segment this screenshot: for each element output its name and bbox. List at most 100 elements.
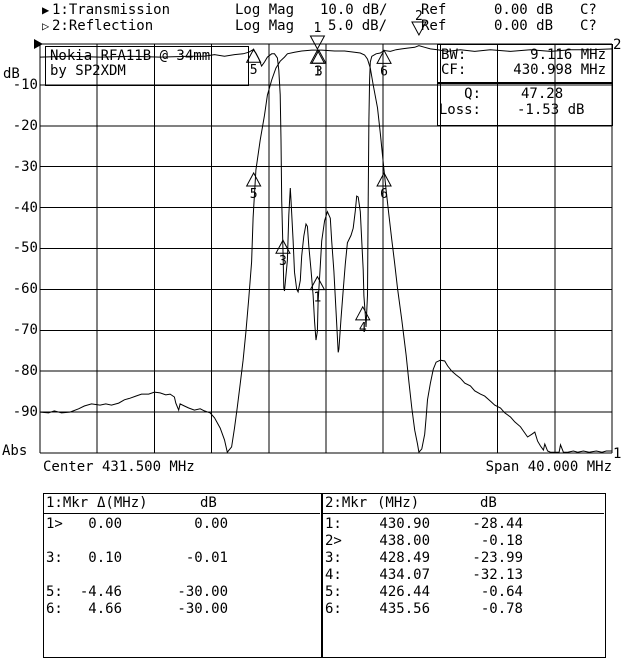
trace2-cal-status: C? <box>580 18 597 34</box>
ref-level-arrow-icon <box>34 39 43 49</box>
y-axis-unit: dB <box>3 66 20 82</box>
bw-label: BW: <box>441 47 467 63</box>
trace1-ref-value: 0.00 dB <box>494 2 554 18</box>
marker-row-db: -0.64 <box>480 584 523 600</box>
marker-row-id: 6: <box>46 601 63 617</box>
marker-3-trace2-icon <box>275 239 291 254</box>
cf-value: 430.998 MHz <box>513 62 606 78</box>
y-tick-label: -60 <box>12 281 38 297</box>
y-tick-label: -20 <box>12 118 38 134</box>
marker-3-trace1-icon <box>311 49 327 64</box>
marker-table-1-header-rule <box>44 513 320 514</box>
device-note-box <box>45 46 249 86</box>
marker-row-id: 5: <box>46 584 63 600</box>
marker-row-freq: 435.56 <box>379 601 430 617</box>
marker-row-freq: -4.46 <box>79 584 122 600</box>
trace2-scale: 5.0 dB/ <box>328 18 388 34</box>
q-label: Q: <box>464 86 481 102</box>
y-tick-label: -40 <box>12 200 38 216</box>
marker-1-trace2-icon <box>309 275 326 291</box>
marker-5-trace2-label: 5 <box>250 63 258 78</box>
bandwidth-box <box>437 44 613 84</box>
q-value: 47.28 <box>521 86 564 102</box>
y-tick-label: -90 <box>12 404 38 420</box>
loss-label: Loss: <box>438 102 481 118</box>
device-note-line1: Nokia RFA11B @ 34mm <box>50 48 211 64</box>
marker-table-2-title: 2:Mkr <box>325 495 368 511</box>
marker-table-1-col-freq: Δ(MHz) <box>97 495 148 511</box>
active-marker-1-label: 1 <box>314 21 322 36</box>
marker-table-2-col-db: dB <box>480 495 497 511</box>
trace1-cal-status: C? <box>580 2 597 18</box>
marker-row-id: 1> <box>46 516 63 532</box>
marker-3-trace1-label: 3 <box>315 64 323 79</box>
marker-row-id: 4: <box>325 567 342 583</box>
trace2-ref-label: Ref <box>421 18 447 34</box>
marker-row-db: -23.99 <box>472 550 523 566</box>
bw-value: 9.116 MHz <box>530 47 606 63</box>
trace-reflection <box>39 45 613 353</box>
y-tick-label: -50 <box>12 240 38 256</box>
q-loss-box <box>437 82 613 126</box>
marker-row-freq: 428.49 <box>379 550 430 566</box>
active-marker-2-label: 2 <box>415 9 423 24</box>
marker-1-trace2-label: 1 <box>314 291 322 306</box>
marker-6-trace1-label: 6 <box>380 187 388 202</box>
marker-5-trace1-icon <box>245 171 262 187</box>
marker-row-id: 3: <box>325 550 342 566</box>
marker-row-db: -0.78 <box>480 601 523 617</box>
active-marker-1-icon <box>309 35 326 51</box>
device-note-line2: by SP2XDM <box>50 63 126 79</box>
trace2-end-label: 2 <box>613 37 622 53</box>
marker-table-2-header-rule <box>323 513 604 514</box>
marker-4-trace2-icon <box>354 305 371 321</box>
marker-row-id: 1: <box>325 516 342 532</box>
marker-5-trace2-icon <box>245 48 262 63</box>
marker-row-freq: 434.07 <box>379 567 430 583</box>
y-tick-label: -10 <box>12 77 38 93</box>
marker-row-db: -30.00 <box>177 584 228 600</box>
marker-table-1-col-db: dB <box>200 495 217 511</box>
trace-transmission <box>39 49 612 454</box>
trace2-active-icon: ▷ <box>42 19 50 33</box>
marker-row-id: 2> <box>325 533 342 549</box>
trace1-format: Log Mag <box>235 2 295 18</box>
span-label: Span 40.000 MHz <box>485 459 612 475</box>
trace2-ref-value: 0.00 dB <box>494 18 554 34</box>
marker-5-trace1-label: 5 <box>250 187 258 202</box>
marker-6-trace1-icon <box>376 171 392 187</box>
cf-label: CF: <box>441 62 467 78</box>
marker-row-id: 3: <box>46 550 63 566</box>
marker-4-trace2-label: 4 <box>359 321 367 336</box>
marker-table-2-box <box>322 493 606 658</box>
y-tick-label: -30 <box>12 159 38 175</box>
marker-6-trace2-icon <box>376 49 392 64</box>
loss-value: -1.53 dB <box>517 102 585 118</box>
trace1-end-label: 1 <box>613 446 622 462</box>
marker-row-freq: 438.00 <box>379 533 430 549</box>
marker-row-id: 6: <box>325 601 342 617</box>
trace1-scale: 10.0 dB/ <box>320 2 388 18</box>
marker-row-id: 5: <box>325 584 342 600</box>
marker-row-db: -30.00 <box>177 601 228 617</box>
marker-row-db: -28.44 <box>472 516 523 532</box>
marker-row-freq: 0.10 <box>88 550 122 566</box>
marker-table-2-col-freq: (MHz) <box>377 495 420 511</box>
marker-row-freq: 430.90 <box>379 516 430 532</box>
marker-row-db: 0.00 <box>194 516 228 532</box>
marker-row-db: -32.13 <box>472 567 523 583</box>
y-tick-label: -80 <box>12 363 38 379</box>
marker-row-freq: 0.00 <box>88 516 122 532</box>
marker-row-db: -0.01 <box>185 550 228 566</box>
trace2-title: 2:Reflection <box>52 18 154 34</box>
y-axis-abs-label: Abs <box>2 443 28 459</box>
active-marker-2-icon <box>411 21 427 37</box>
marker-row-db: -0.18 <box>480 533 523 549</box>
marker-table-1-title: 1:Mkr <box>46 495 89 511</box>
marker-row-freq: 4.66 <box>88 601 122 617</box>
trace1-title: 1:Transmission <box>52 2 171 18</box>
center-frequency-label: Center 431.500 MHz <box>43 459 195 475</box>
marker-table-1-box <box>43 493 322 658</box>
trace2-format: Log Mag <box>235 18 295 34</box>
